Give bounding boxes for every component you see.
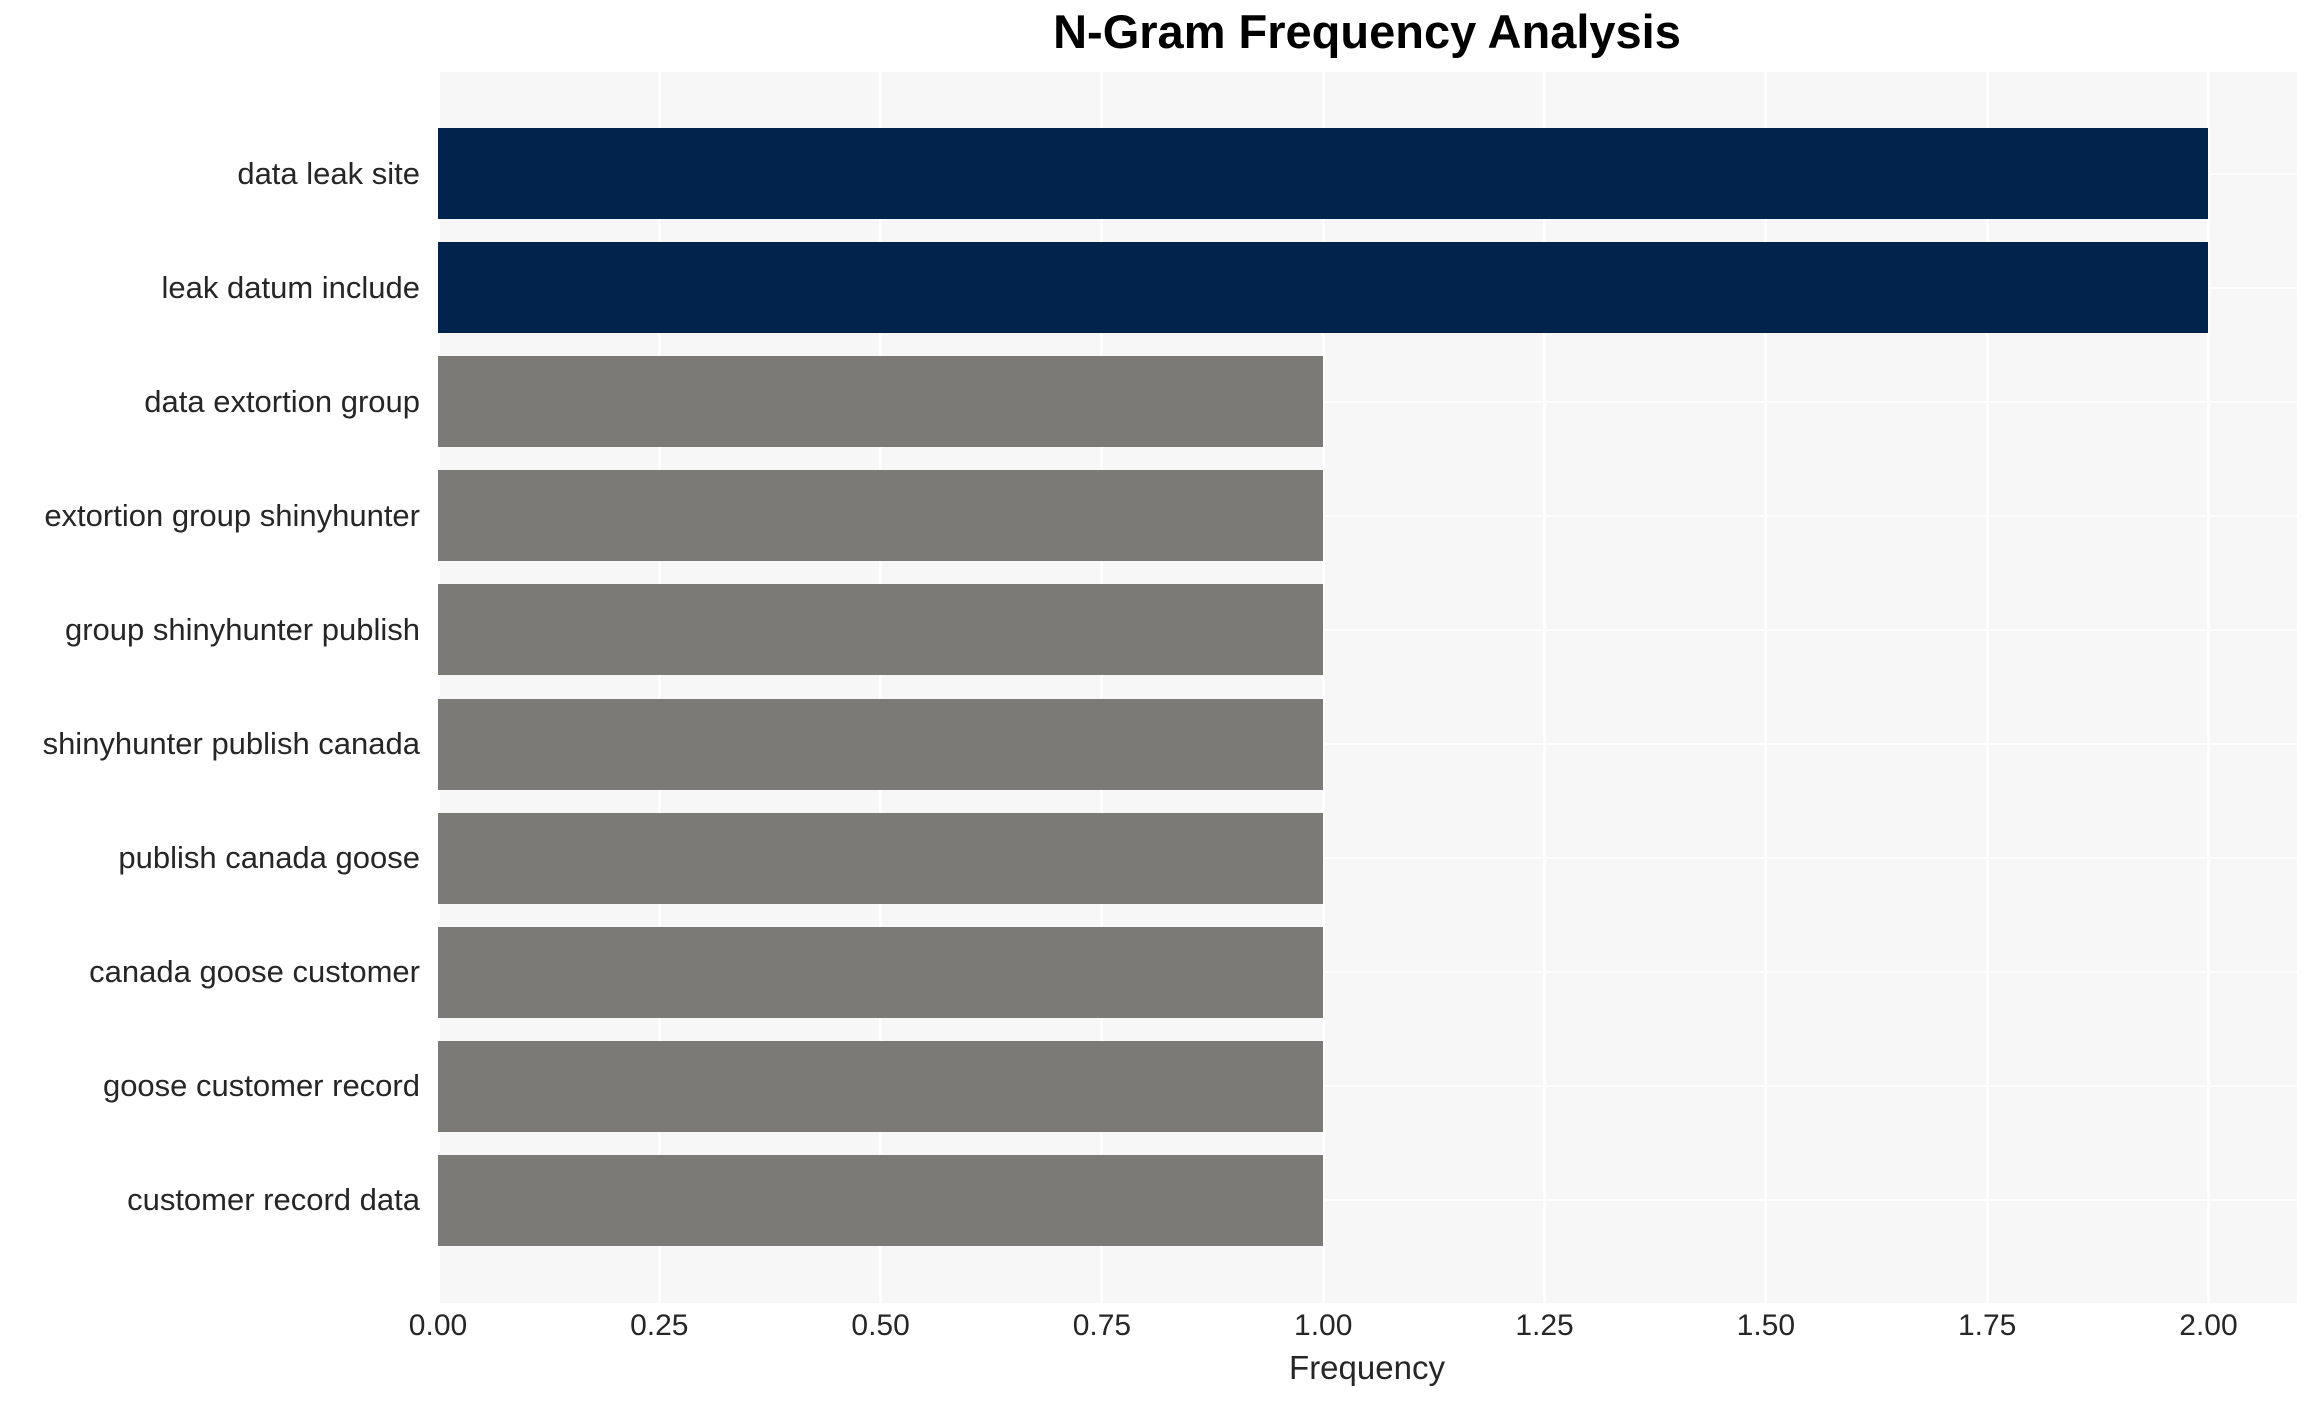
x-tick-label: 0.25 <box>630 1309 689 1342</box>
plot-area <box>438 72 2297 1303</box>
x-tick-label: 0.00 <box>408 1309 468 1342</box>
h-gridline <box>438 514 2297 517</box>
bar-extortion-group-shinyhunter <box>438 470 1324 562</box>
y-tick-label: canada goose customer <box>89 954 420 990</box>
y-axis-labels: data leak site leak datum include data ext… <box>0 72 420 1303</box>
bar-canada-goose-customer <box>438 926 1324 1018</box>
bar-leak-datum-include <box>438 242 2209 334</box>
x-tick-label: 1.75 <box>1957 1309 2017 1342</box>
bar-row <box>438 812 2297 904</box>
h-gridline <box>438 857 2297 860</box>
chart-title: N-Gram Frequency Analysis <box>1053 5 1681 58</box>
y-tick-label: customer record data <box>127 1182 420 1218</box>
bar-group-shinyhunter-publish <box>438 584 1324 676</box>
h-gridline <box>438 1199 2297 1202</box>
bar-customer-record-data <box>438 1154 1324 1246</box>
bar-row <box>438 356 2297 448</box>
bar-publish-canada-goose <box>438 812 1324 904</box>
bar-row <box>438 242 2297 334</box>
bar-rows <box>438 72 2297 1303</box>
y-tick-label: data leak site <box>237 155 420 191</box>
h-gridline <box>438 971 2297 974</box>
x-tick-label: 0.75 <box>1072 1309 1132 1342</box>
h-gridline <box>438 743 2297 746</box>
v-gridline <box>438 72 440 1303</box>
x-tick-label: 1.00 <box>1294 1309 1353 1342</box>
v-gridline <box>1100 72 1104 1303</box>
bar-row <box>438 926 2297 1018</box>
bar-data-leak-site <box>438 128 2209 219</box>
bar-goose-customer-record <box>438 1040 1324 1132</box>
x-tick-label: 1.50 <box>1736 1309 1796 1342</box>
v-gridline <box>879 72 883 1303</box>
x-tick-label: 2.00 <box>2179 1309 2238 1342</box>
v-gridline <box>1321 72 1325 1303</box>
y-tick-label: shinyhunter publish canada <box>42 726 420 762</box>
bar-shinyhunter-publish-canada <box>438 698 1324 790</box>
bar-data-extortion-group <box>438 356 1324 448</box>
bar-row <box>438 584 2297 676</box>
bar-row <box>438 128 2297 219</box>
bar-row <box>438 698 2297 790</box>
bar-row <box>438 470 2297 562</box>
h-gridline <box>438 628 2297 631</box>
x-tick-label: 0.50 <box>851 1309 910 1342</box>
y-tick-label: leak datum include <box>161 269 421 305</box>
y-tick-label: publish canada goose <box>118 840 420 876</box>
bar-row <box>438 1040 2297 1132</box>
v-gridline <box>1543 72 1547 1303</box>
y-tick-label: group shinyhunter publish <box>64 611 420 647</box>
bar-row <box>438 1154 2297 1246</box>
v-gridline <box>657 72 661 1303</box>
y-tick-label: data extortion group <box>144 383 420 419</box>
v-gridline <box>1764 72 1768 1303</box>
v-gridline <box>1985 72 1989 1303</box>
y-tick-label: goose customer record <box>102 1068 420 1104</box>
x-axis-title: Frequency <box>1289 1349 1445 1386</box>
h-gridline <box>438 1085 2297 1088</box>
h-gridline <box>438 400 2297 403</box>
x-axis: 0.00 0.25 0.50 0.75 1.00 1.25 1.50 1.75 2.00 <box>409 1303 2297 1349</box>
chart-body: data leak site leak datum include data ext… <box>0 72 2315 1303</box>
x-tick-label: 1.25 <box>1515 1309 1574 1342</box>
v-gridline <box>2206 72 2210 1303</box>
y-tick-label: extortion group shinyhunter <box>44 497 420 533</box>
